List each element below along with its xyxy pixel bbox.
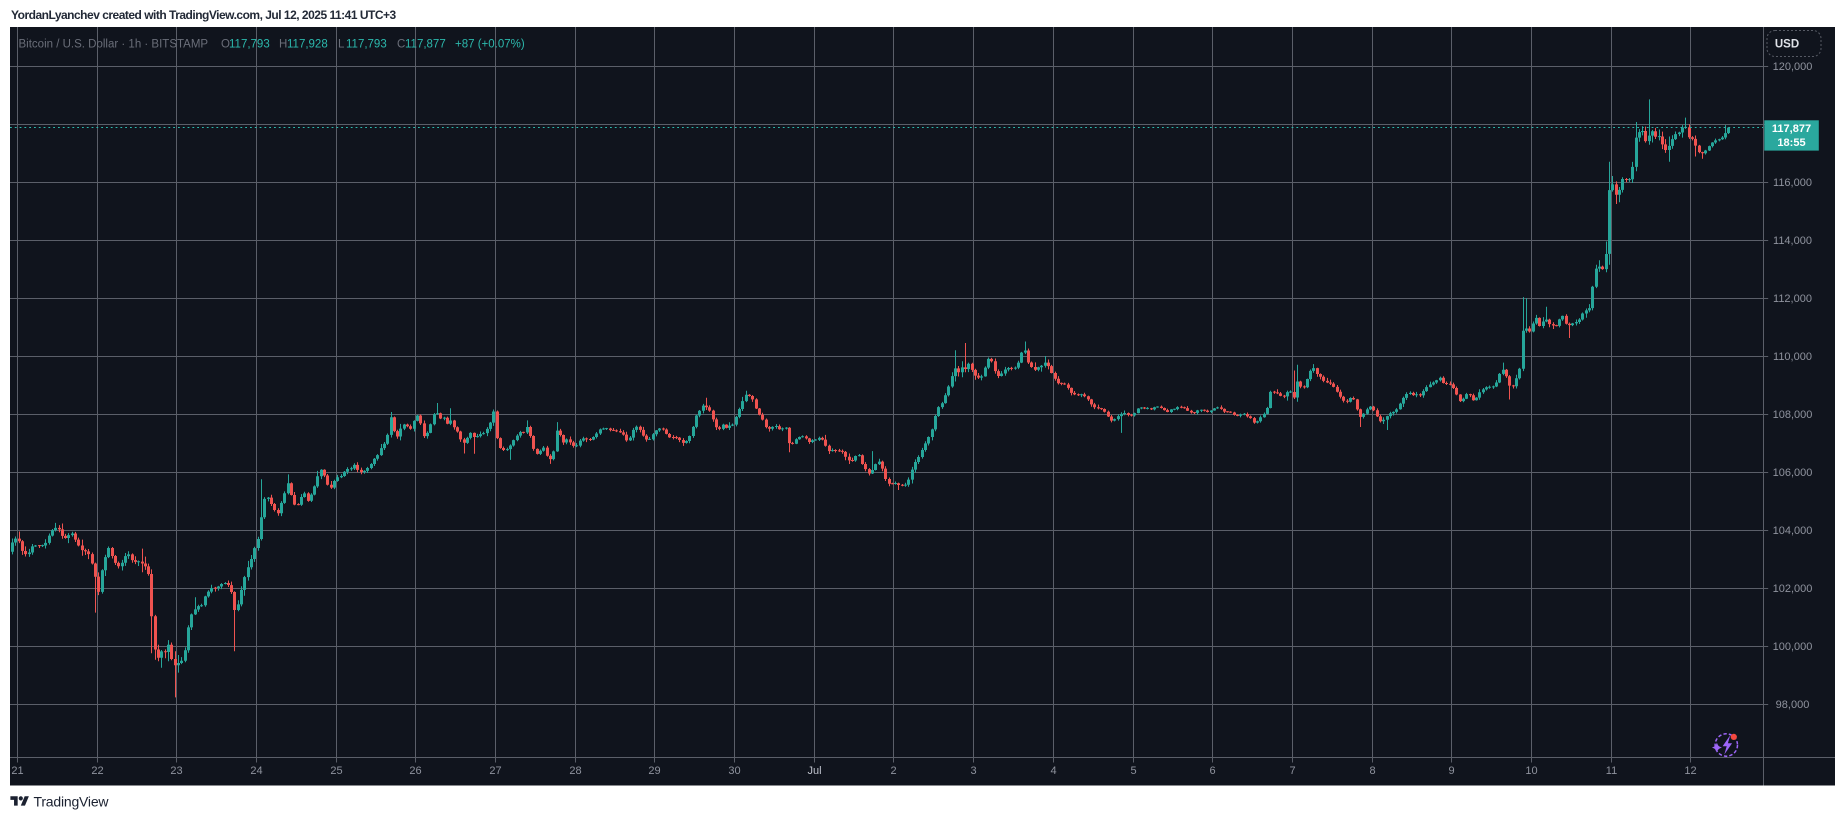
svg-text:25: 25 (330, 765, 342, 777)
svg-text:4: 4 (1050, 765, 1056, 777)
svg-text:100,000: 100,000 (1773, 641, 1813, 653)
svg-text:22: 22 (91, 765, 103, 777)
svg-text:+87 (+0.07%): +87 (+0.07%) (455, 39, 525, 51)
svg-text:21: 21 (11, 765, 23, 777)
svg-text:117,877: 117,877 (1772, 123, 1811, 135)
svg-text:110,000: 110,000 (1773, 351, 1812, 363)
svg-text:28: 28 (569, 765, 581, 777)
svg-text:Bitcoin / U.S. Dollar · 1h · B: Bitcoin / U.S. Dollar · 1h · BITSTAMP (19, 39, 209, 51)
svg-text:108,000: 108,000 (1773, 409, 1813, 421)
svg-text:9: 9 (1448, 765, 1454, 777)
svg-text:24: 24 (250, 765, 262, 777)
svg-text:8: 8 (1369, 765, 1375, 777)
svg-text:USD: USD (1775, 39, 1799, 51)
svg-text:Jul: Jul (807, 765, 821, 777)
svg-text:YordanLyanchev created with Tr: YordanLyanchev created with TradingView.… (11, 8, 396, 22)
svg-text:C: C (397, 39, 405, 51)
svg-text:26: 26 (409, 765, 421, 777)
svg-text:10: 10 (1525, 765, 1537, 777)
svg-text:120,000: 120,000 (1773, 61, 1813, 73)
svg-text:29: 29 (648, 765, 660, 777)
svg-text:23: 23 (170, 765, 182, 777)
svg-text:2: 2 (890, 765, 896, 777)
svg-text:H: H (279, 39, 287, 51)
svg-text:O: O (221, 39, 230, 51)
svg-text:114,000: 114,000 (1773, 235, 1812, 247)
svg-text:102,000: 102,000 (1773, 583, 1813, 595)
svg-text:117,877: 117,877 (405, 39, 446, 51)
svg-text:98,000: 98,000 (1776, 699, 1810, 711)
svg-text:11: 11 (1606, 765, 1617, 777)
svg-text:106,000: 106,000 (1773, 467, 1813, 479)
svg-text:12: 12 (1684, 765, 1696, 777)
svg-text:117,928: 117,928 (287, 39, 328, 51)
svg-text:TradingView: TradingView (34, 794, 110, 810)
svg-text:6: 6 (1209, 765, 1215, 777)
svg-text:117,793: 117,793 (346, 39, 387, 51)
svg-text:116,000: 116,000 (1773, 177, 1812, 189)
svg-text:104,000: 104,000 (1773, 525, 1813, 537)
svg-text:7: 7 (1289, 765, 1295, 777)
svg-text:L: L (338, 39, 345, 51)
svg-text:27: 27 (489, 765, 501, 777)
svg-text:5: 5 (1130, 765, 1136, 777)
svg-text:112,000: 112,000 (1773, 293, 1812, 305)
svg-text:3: 3 (970, 765, 976, 777)
svg-text:30: 30 (728, 765, 740, 777)
svg-text:117,793: 117,793 (229, 39, 270, 51)
svg-text:18:55: 18:55 (1777, 137, 1805, 149)
